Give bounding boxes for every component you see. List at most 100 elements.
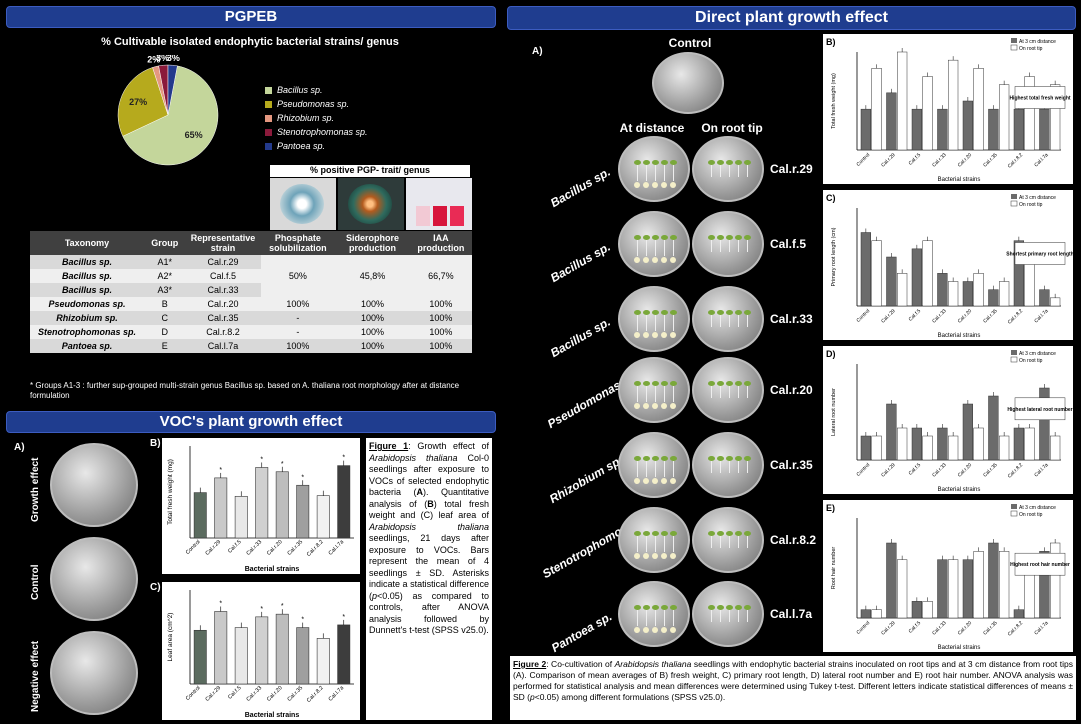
- direct-graph: Control Cal.r.29 Cal.f.5 Cal.r.33 Cal.r.20 Ca…: [823, 346, 1073, 494]
- table-row: Bacillus sp. A1* Cal.r.29 50% 45,8% 66,7…: [30, 255, 472, 297]
- bar: [911, 248, 922, 307]
- fig1-text: <0.05) as compared to controls, after AN…: [369, 590, 489, 636]
- bacteria-spot: [634, 478, 640, 484]
- bar: [911, 427, 922, 461]
- bar: [948, 281, 959, 307]
- bar: [973, 427, 984, 461]
- cell-phosphate: 100%: [286, 341, 310, 351]
- seedling-leaf: [744, 310, 751, 315]
- seedling-leaf: [643, 381, 650, 386]
- tick-label: Cal.f.5: [908, 152, 923, 167]
- seedling-root: [655, 536, 656, 552]
- seedling-leaf: [726, 531, 733, 536]
- tick-label: Cal.r.8.2: [1007, 152, 1025, 170]
- tick-label: Cal.r.20: [266, 685, 284, 703]
- cell-taxonomy: Bacillus sp.: [61, 257, 112, 267]
- bar: [937, 273, 948, 307]
- seedling-leaf: [735, 381, 742, 386]
- tick-label: Cal.r.33: [931, 620, 948, 637]
- seedling-root: [720, 315, 721, 327]
- significance-mark: *: [281, 603, 284, 610]
- figure-2-caption: Figure 2: Co-cultivation of Arabidopsis …: [510, 656, 1076, 720]
- pie-label: 27%: [129, 97, 147, 107]
- control-dish: [652, 52, 724, 114]
- dish-at-distance: [618, 357, 690, 423]
- bar: [948, 59, 959, 151]
- seedling-leaf: [717, 531, 724, 536]
- cell-phosphate: -: [296, 327, 300, 337]
- seedling-root: [729, 315, 730, 327]
- seedling-root: [637, 165, 638, 181]
- bacteria-spot: [670, 478, 676, 484]
- bar: [860, 609, 871, 619]
- bar: [973, 68, 984, 151]
- seedling-leaf: [643, 605, 650, 610]
- bar: [193, 629, 207, 685]
- at-distance-label: At distance: [619, 121, 685, 135]
- dish-on-root-tip: [692, 432, 764, 498]
- seedling-leaf: [643, 235, 650, 240]
- seedling-root: [637, 386, 638, 402]
- bacteria-spot: [652, 332, 658, 338]
- bacteria-spot: [634, 257, 640, 263]
- fig1-ref: A: [416, 487, 424, 497]
- bar: [275, 471, 289, 539]
- bar: [860, 108, 871, 151]
- seedling-leaf: [708, 531, 715, 536]
- seedling-root: [664, 240, 665, 256]
- bacteria-spot: [643, 627, 649, 633]
- bar: [988, 108, 999, 151]
- bar: [871, 609, 882, 619]
- legend-label: Rhizobium sp.: [277, 113, 335, 123]
- x-axis-label: Bacterial strains: [245, 712, 300, 719]
- tick-label: Control: [856, 620, 872, 636]
- cell-iaa: 100%: [429, 327, 453, 337]
- cell-taxonomy: Rhizobium sp.: [56, 313, 118, 323]
- legend-swatch: [265, 100, 272, 108]
- bacteria-spot: [643, 332, 649, 338]
- cell-strain: Cal.l.7a: [207, 341, 239, 351]
- seedling-root: [729, 461, 730, 473]
- seedling-leaf: [717, 235, 724, 240]
- voc-graph-b: Control * Cal.r.29 Cal.f.5 * Cal.r.33 * Cal.r.2…: [162, 438, 360, 574]
- seedling-leaf: [652, 456, 659, 461]
- fig2-text: : Co-cultivation of: [546, 659, 615, 669]
- bar: [911, 601, 922, 619]
- highlight-note: Highest lateral root number: [1007, 407, 1072, 413]
- legend-label: On root tip: [1019, 46, 1043, 52]
- significance-mark: *: [219, 600, 222, 607]
- seedling-leaf: [744, 605, 751, 610]
- bar: [886, 403, 897, 461]
- pie-label: 3%: [167, 55, 180, 63]
- bar: [860, 232, 871, 307]
- bar: [1039, 108, 1050, 151]
- seedling-leaf: [708, 605, 715, 610]
- seedling-root: [664, 386, 665, 402]
- seedling-leaf: [717, 381, 724, 386]
- tick-label: Cal.r.8.2: [1007, 308, 1025, 326]
- fig1-label: Figure 1: [369, 441, 409, 451]
- seedling-leaf: [735, 310, 742, 315]
- voc-dish-control: [50, 537, 138, 621]
- voc-panel-b: B): [150, 438, 161, 449]
- bar: [337, 624, 351, 685]
- dish-at-distance: [618, 286, 690, 352]
- x-axis-label: Bacterial strains: [938, 645, 981, 651]
- seedling-leaf: [634, 456, 641, 461]
- highlight-note: Highest root hair number: [1010, 562, 1070, 568]
- tick-label: Control: [185, 539, 202, 556]
- seedling-leaf: [708, 381, 715, 386]
- legend-label: At 3 cm distance: [1019, 505, 1056, 511]
- voc-dish-negative: [50, 631, 138, 715]
- cell-siderophore: 100%: [360, 341, 384, 351]
- bar: [1024, 427, 1035, 461]
- pie-slice: [117, 67, 169, 137]
- seedling-root: [673, 386, 674, 402]
- pie-label: 3%: [156, 55, 169, 63]
- fig1-species: Arabidopsis thaliana: [369, 521, 489, 532]
- seedling-leaf: [634, 160, 641, 165]
- bacteria-spot: [634, 403, 640, 409]
- legend-label: Pantoea sp.: [277, 141, 326, 151]
- seedling-leaf: [652, 310, 659, 315]
- fig2-text: seedlings with endophytic bacterial stra…: [513, 659, 1073, 702]
